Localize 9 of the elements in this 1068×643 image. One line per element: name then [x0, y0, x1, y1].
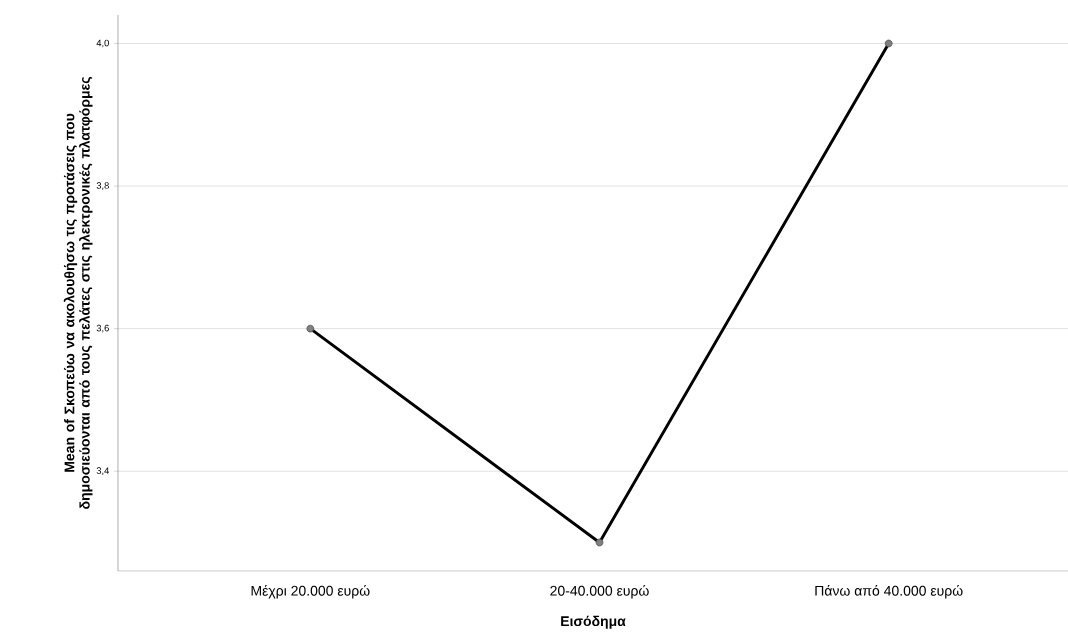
y-axis-title: Mean of Σκοπεύω να ακολουθήσω τις προτάσεις που δημοσιεύονται από τους πελάτες στις ηλεκτρονικές πλατφόρμες: [63, 77, 93, 509]
x-axis-title: Εισόδημα: [561, 615, 626, 629]
y-tick-label: 3,8: [96, 182, 109, 190]
x-tick-label: Πάνω από 40.000 ευρώ: [815, 585, 963, 599]
x-tick-label: Μέχρι 20.000 ευρώ: [251, 585, 370, 599]
y-tick-label: 3,4: [96, 467, 110, 476]
y-tick-label: 3,6: [96, 324, 109, 333]
y-tick-label: 4,0: [96, 39, 109, 48]
x-tick-label: 20-40.000 ευρώ: [550, 585, 649, 599]
